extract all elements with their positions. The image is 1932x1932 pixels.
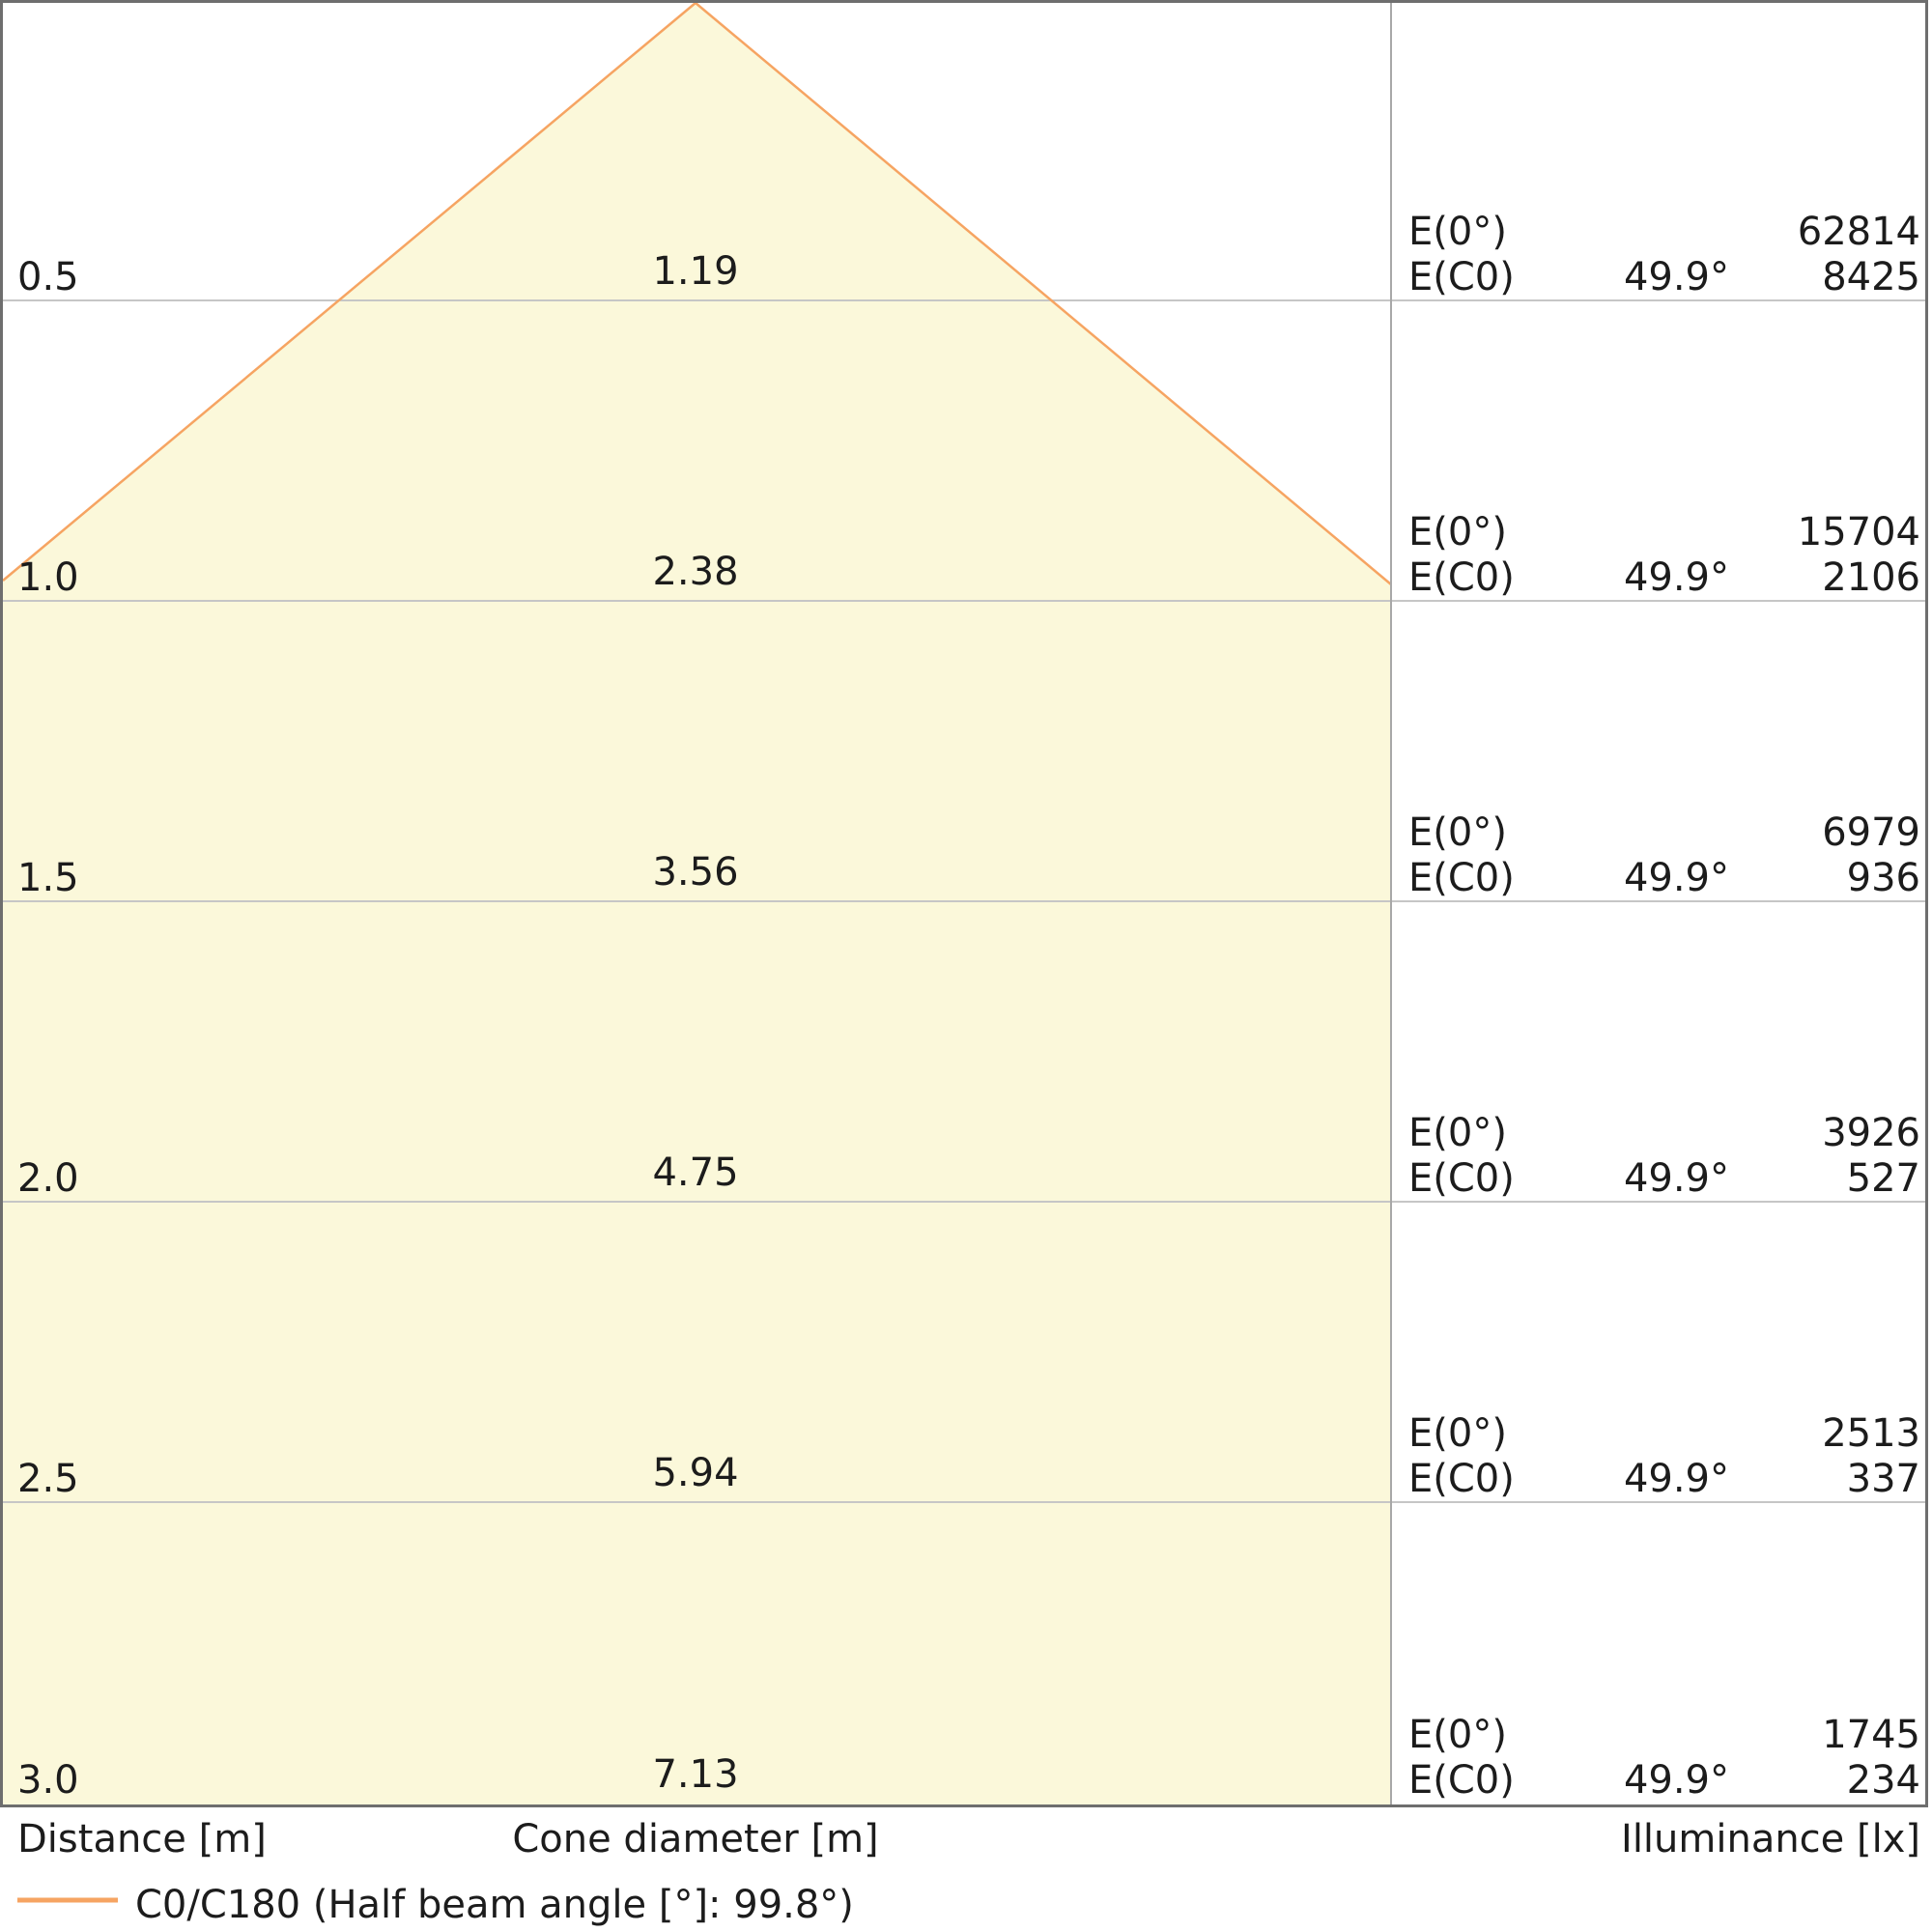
distance-label: 1.0: [17, 555, 79, 600]
distance-label: 2.0: [17, 1156, 79, 1201]
cone-edge-left-line: [2, 2, 696, 582]
ec0-angle: 49.9°: [1623, 856, 1729, 900]
ec0-angle: 49.9°: [1623, 555, 1729, 600]
ec0-label: E(C0): [1408, 1156, 1515, 1201]
e0-value: 3926: [1822, 1111, 1920, 1155]
distance-label: 0.5: [17, 255, 79, 299]
footer-cone-diameter-label: Cone diameter [m]: [512, 1817, 879, 1861]
ec0-value: 8425: [1822, 255, 1920, 299]
e0-label: E(0°): [1408, 1411, 1507, 1456]
illuminance-block: E(0°) 62814 E(C0) 49.9° 8425: [1408, 210, 1920, 300]
distance-label: 3.0: [17, 1758, 79, 1803]
e0-angle: [1553, 1411, 1729, 1457]
e0-row: E(0°) 3926: [1408, 1111, 1920, 1156]
ec0-row: E(C0) 49.9° 234: [1408, 1758, 1920, 1804]
ec0-angle: 49.9°: [1623, 1457, 1729, 1501]
illuminance-block: E(0°) 2513 E(C0) 49.9° 337: [1408, 1411, 1920, 1502]
distance-label: 2.5: [17, 1457, 79, 1501]
e0-label: E(0°): [1408, 510, 1507, 554]
footer-illuminance-label: Illuminance [lx]: [1621, 1817, 1920, 1861]
cone-edge-right-line: [695, 2, 1392, 585]
cone-diameter-label: 4.75: [652, 1151, 739, 1195]
ec0-value: 936: [1846, 856, 1920, 900]
e0-angle: [1553, 1111, 1729, 1156]
e0-row: E(0°) 62814: [1408, 210, 1920, 255]
ec0-label: E(C0): [1408, 856, 1515, 900]
e0-value: 2513: [1822, 1411, 1920, 1456]
e0-row: E(0°) 15704: [1408, 510, 1920, 555]
light-cone-shape: [3, 3, 1391, 1804]
ec0-value: 234: [1846, 1758, 1920, 1803]
e0-label: E(0°): [1408, 810, 1507, 855]
distance-grid-lines: [3, 299, 1928, 1503]
e0-row: E(0°) 6979: [1408, 810, 1920, 856]
ec0-angle: 49.9°: [1623, 255, 1729, 299]
e0-label: E(0°): [1408, 1713, 1507, 1757]
ec0-label: E(C0): [1408, 255, 1515, 299]
distance-label: 1.5: [17, 856, 79, 900]
ec0-value: 2106: [1822, 555, 1920, 600]
ec0-angle: 49.9°: [1623, 1758, 1729, 1803]
ec0-row: E(C0) 49.9° 936: [1408, 856, 1920, 901]
footer-distance-label: Distance [m]: [17, 1817, 267, 1861]
ec0-value: 337: [1846, 1457, 1920, 1501]
e0-row: E(0°) 1745: [1408, 1713, 1920, 1758]
cone-diameter-label: 3.56: [652, 850, 739, 895]
illuminance-block: E(0°) 1745 E(C0) 49.9° 234: [1408, 1713, 1920, 1804]
ec0-angle: 49.9°: [1623, 1156, 1729, 1201]
ec0-row: E(C0) 49.9° 527: [1408, 1156, 1920, 1202]
cone-diameter-label: 2.38: [652, 550, 739, 594]
e0-angle: [1553, 210, 1729, 255]
legend-line-sample: [17, 1897, 118, 1903]
ec0-label: E(C0): [1408, 1758, 1515, 1803]
illuminance-block: E(0°) 6979 E(C0) 49.9° 936: [1408, 810, 1920, 901]
e0-row: E(0°) 2513: [1408, 1411, 1920, 1457]
e0-value: 1745: [1822, 1713, 1920, 1757]
e0-label: E(0°): [1408, 1111, 1507, 1155]
e0-angle: [1553, 810, 1729, 856]
e0-label: E(0°): [1408, 210, 1507, 254]
ec0-row: E(C0) 49.9° 8425: [1408, 255, 1920, 300]
illuminance-block: E(0°) 3926 E(C0) 49.9° 527: [1408, 1111, 1920, 1202]
illuminance-block: E(0°) 15704 E(C0) 49.9° 2106: [1408, 510, 1920, 601]
cone-diameter-label: 5.94: [652, 1451, 739, 1495]
ec0-label: E(C0): [1408, 1457, 1515, 1501]
e0-value: 62814: [1797, 210, 1920, 254]
ec0-row: E(C0) 49.9° 337: [1408, 1457, 1920, 1502]
ec0-label: E(C0): [1408, 555, 1515, 600]
ec0-row: E(C0) 49.9° 2106: [1408, 555, 1920, 601]
e0-value: 6979: [1822, 810, 1920, 855]
e0-angle: [1553, 1713, 1729, 1758]
cone-diameter-label: 7.13: [652, 1752, 739, 1797]
ec0-value: 527: [1846, 1156, 1920, 1201]
e0-angle: [1553, 510, 1729, 555]
cone-diameter-label: 1.19: [652, 249, 739, 294]
e0-value: 15704: [1797, 510, 1920, 554]
legend-label: C0/C180 (Half beam angle [°]: 99.8°): [135, 1883, 854, 1927]
